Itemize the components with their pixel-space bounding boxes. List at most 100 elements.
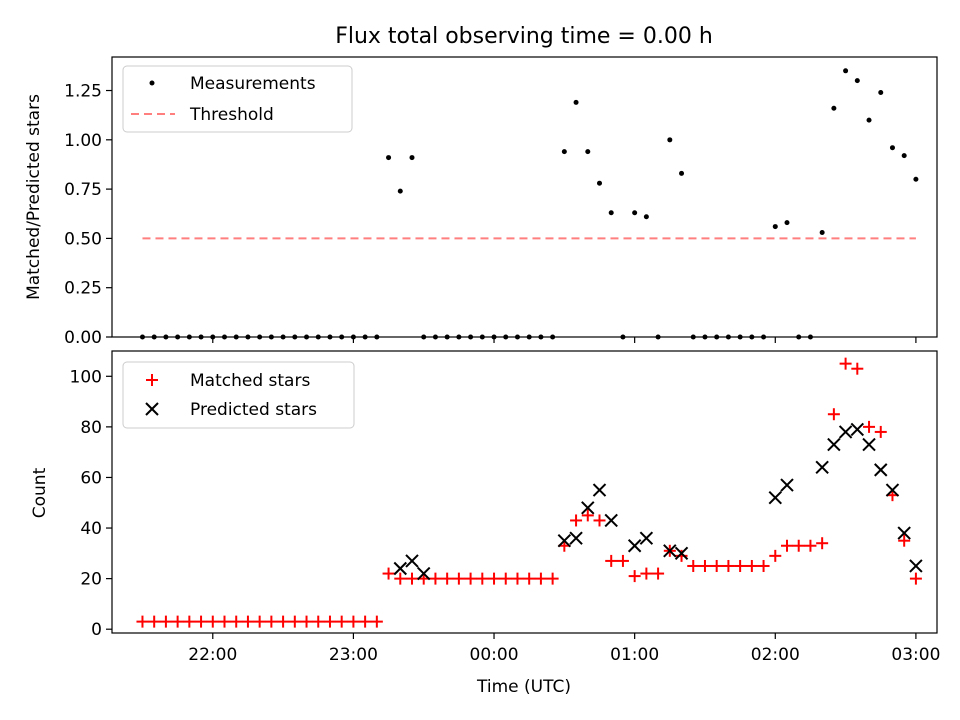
matched-stars-point xyxy=(218,615,231,628)
measurement-point xyxy=(679,170,685,176)
matched-stars-point xyxy=(874,425,887,438)
matched-stars-point xyxy=(816,537,829,550)
matched-stars-point xyxy=(804,539,817,552)
measurement-point xyxy=(608,210,614,216)
bottom-chart-ticks: 22:00 23:00 00:00 01:00 02:00 03:00 0 20 40 60 80 1… xyxy=(70,367,941,665)
x-tick-label: 02:00 xyxy=(751,645,800,665)
matched-stars-point xyxy=(441,572,454,585)
measurement-point xyxy=(913,176,919,182)
measurement-point xyxy=(843,68,849,74)
predicted-stars-point xyxy=(897,526,911,540)
legend-marker-predicted-stars xyxy=(145,402,159,416)
matched-stars-point xyxy=(464,572,477,585)
predicted-stars-point xyxy=(827,437,841,452)
predicted-stars-point xyxy=(885,483,900,497)
measurement-point xyxy=(386,155,392,161)
bottom-chart-y-tick-label: 0 xyxy=(91,620,102,640)
predicted-stars-point xyxy=(768,490,782,505)
matched-stars-point xyxy=(323,615,336,628)
matched-stars-point xyxy=(757,559,770,572)
top-chart-frame xyxy=(111,56,938,338)
predicted-stars-point xyxy=(815,460,829,475)
legend-label-predicted-stars: Predicted stars xyxy=(190,400,317,420)
matched-stars-point xyxy=(312,615,325,628)
bottom-chart-y-tick-label: 40 xyxy=(80,519,102,539)
matched-stars-point xyxy=(429,572,442,585)
matched-stars-point xyxy=(406,572,418,585)
matched-stars-point xyxy=(523,572,536,585)
measurement-point xyxy=(889,145,895,151)
legend-marker-matched-stars xyxy=(146,374,158,386)
matched-stars-point xyxy=(452,572,465,585)
matched-stars-point xyxy=(300,615,313,628)
matched-stars-point xyxy=(253,615,266,628)
matched-stars-point xyxy=(288,615,301,628)
bottom-chart-frame xyxy=(111,350,938,634)
bottom-chart-y-tick-label: 20 xyxy=(80,570,102,590)
matched-stars-point xyxy=(616,554,629,567)
matched-stars-point xyxy=(171,615,184,628)
measurement-point xyxy=(643,214,649,220)
bottom-chart-plot-area xyxy=(136,357,923,628)
matched-stars-point xyxy=(745,559,758,572)
matched-stars-point xyxy=(359,615,372,628)
top-chart-ticks: 0.00 0.25 0.50 0.75 1.00 1.25 xyxy=(64,82,917,348)
matched-stars-point xyxy=(206,615,219,628)
matched-stars-point xyxy=(570,514,583,527)
predicted-stars-point xyxy=(417,566,431,581)
predicted-stars-point xyxy=(850,422,865,437)
top-chart-title: Flux total observing time = 0.00 h xyxy=(335,24,713,49)
legend-label-threshold: Threshold xyxy=(189,105,274,125)
measurement-point xyxy=(901,153,907,159)
matched-stars-point xyxy=(710,559,723,572)
predicted-stars-point xyxy=(557,533,572,548)
top-chart-y-axis-label: Matched/Predicted stars xyxy=(24,94,44,300)
matched-stars-point xyxy=(898,534,911,547)
top-chart-y-tick-label: 0.50 xyxy=(64,229,102,249)
matched-stars-point xyxy=(675,549,688,562)
predicted-stars-point xyxy=(405,554,419,568)
matched-stars-point xyxy=(605,554,618,567)
predicted-stars-point xyxy=(674,546,689,561)
x-tick-label: 23:00 xyxy=(329,645,378,665)
predicted-stars-point xyxy=(604,513,618,528)
bottom-chart-y-tick-label: 60 xyxy=(80,468,102,488)
matched-stars-point xyxy=(652,567,665,580)
matched-stars-point xyxy=(277,615,290,628)
top-chart-y-tick-label: 0.75 xyxy=(64,180,102,200)
matched-stars-point xyxy=(382,567,395,580)
matched-stars-point xyxy=(136,615,149,628)
measurement-point xyxy=(866,117,872,123)
predicted-stars-point xyxy=(874,463,888,477)
predicted-stars-point xyxy=(627,539,642,553)
predicted-stars-point xyxy=(592,483,607,497)
matched-stars-point xyxy=(499,572,512,585)
x-tick-label: 01:00 xyxy=(610,645,659,665)
predicted-stars-point xyxy=(639,531,654,545)
measurement-point xyxy=(397,188,403,194)
matched-stars-point xyxy=(148,615,161,628)
matched-stars-point xyxy=(628,570,641,583)
measurement-point xyxy=(409,155,415,161)
measurement-point xyxy=(772,224,778,230)
matched-stars-point xyxy=(827,408,840,421)
matched-stars-point xyxy=(792,539,805,552)
matched-stars-point xyxy=(546,572,559,585)
matched-stars-point xyxy=(769,549,782,562)
predicted-stars-point xyxy=(909,559,923,573)
top-chart-legend: Measurements Threshold xyxy=(122,65,353,133)
predicted-stars-point xyxy=(663,544,677,558)
top-chart-y-tick-label: 1.25 xyxy=(64,82,102,102)
measurement-point xyxy=(573,99,579,105)
legend-marker-measurements xyxy=(149,80,155,86)
measurement-point xyxy=(878,89,884,95)
matched-stars-point xyxy=(511,572,524,585)
matched-stars-point xyxy=(370,615,383,628)
matched-stars-point xyxy=(394,572,407,585)
matched-stars-point xyxy=(698,559,711,572)
matched-stars-point xyxy=(839,357,852,370)
measurement-point xyxy=(597,180,602,186)
x-tick-label: 00:00 xyxy=(470,645,519,665)
matched-stars-point xyxy=(863,420,876,433)
